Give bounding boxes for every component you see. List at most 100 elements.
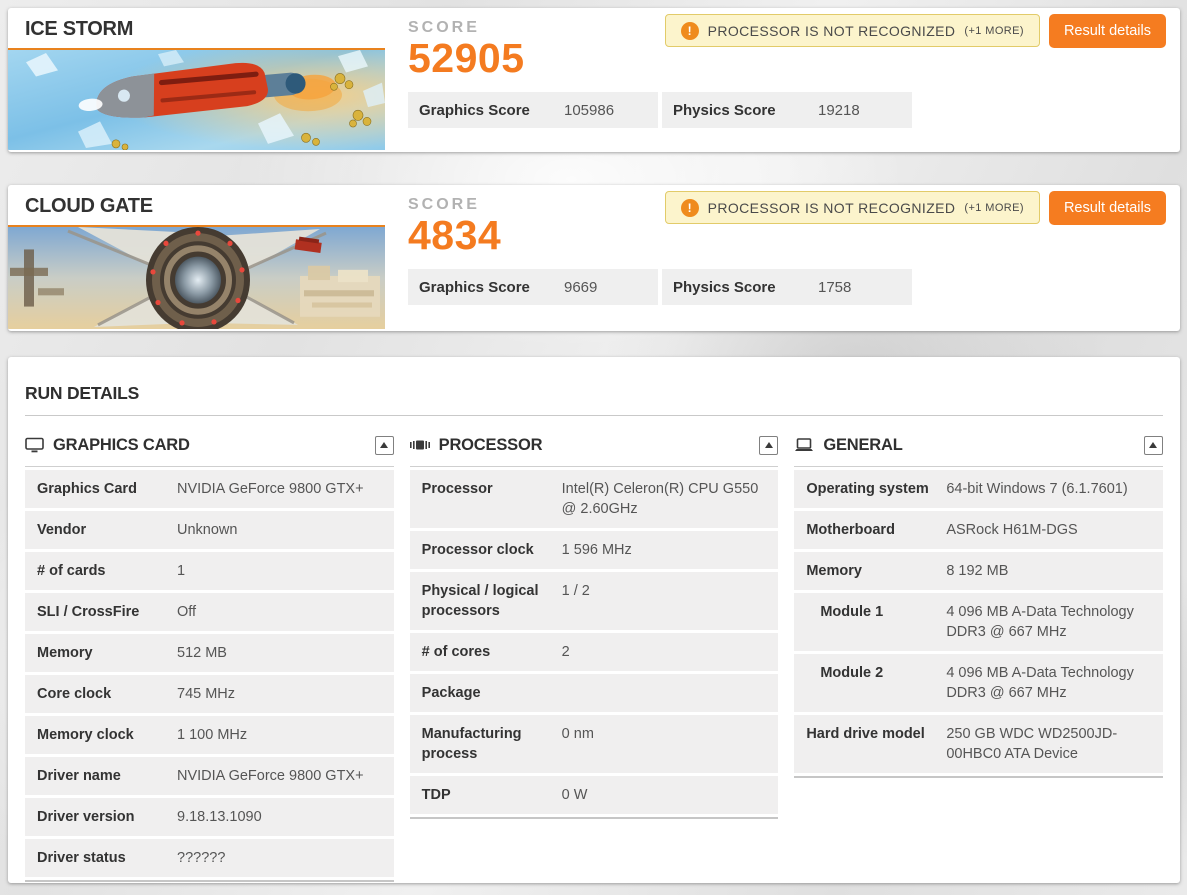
detail-label: Memory — [806, 563, 862, 579]
detail-row: Memory 512 MB — [25, 634, 394, 672]
processor-warning-badge[interactable]: ! PROCESSOR IS NOT RECOGNIZED (+1 MORE) — [664, 191, 1040, 224]
detail-row: Driver version 9.18.13.1090 — [25, 798, 394, 836]
detail-label: Memory — [37, 645, 93, 661]
detail-row: Operating system 64-bit Windows 7 (6.1.76… — [794, 470, 1163, 508]
detail-label: Operating system — [806, 481, 929, 497]
detail-row: Processor Intel(R) Celeron(R) CPU G550 @ … — [409, 470, 779, 528]
detail-label: Manufacturing process — [421, 726, 522, 762]
detail-row: Hard drive model 250 GB WDC WD2500JD-00HB… — [794, 715, 1163, 773]
laptop-icon — [794, 437, 814, 453]
benchmark-score-panel: SCORE 52905 ! PROCESSOR IS NOT RECOGNIZE… — [385, 8, 1180, 152]
warning-text: PROCESSOR IS NOT RECOGNIZED — [707, 22, 956, 39]
detail-label: Core clock — [37, 686, 112, 702]
detail-row: SLI / CrossFire Off — [25, 593, 394, 631]
cpu-icon — [409, 438, 430, 452]
detail-value: 8 192 MB — [946, 563, 1009, 579]
score-label: SCORE — [408, 19, 480, 36]
warning-more-text: (+1 MORE) — [964, 201, 1024, 214]
result-details-button[interactable]: Result details — [1048, 191, 1166, 225]
detail-value: 0 W — [561, 787, 588, 803]
benchmark-hero-image — [8, 50, 385, 152]
detail-label: # of cores — [421, 644, 491, 660]
detail-value: Intel(R) Celeron(R) CPU G550 @ 2.60GHz — [561, 481, 759, 517]
stat-label: Graphics Score — [419, 101, 530, 119]
collapse-section-button[interactable] — [1143, 435, 1163, 455]
stat-label: Physics Score — [673, 101, 776, 119]
physics-score-cell: Physics Score 1758 — [662, 269, 912, 305]
cloud-gate-card: CLOUD GATE — [8, 185, 1180, 331]
section-title: GRAPHICS CARD — [53, 435, 190, 454]
detail-row: Memory 8 192 MB — [794, 552, 1163, 590]
score-stats: Graphics Score 105986 Physics Score 1921… — [408, 92, 912, 128]
detail-label: Memory clock — [37, 727, 134, 743]
detail-value: ?????? — [177, 850, 226, 866]
detail-value: ASRock H61M-DGS — [946, 522, 1078, 538]
detail-row: Driver status?????? — [25, 839, 394, 877]
detail-value: NVIDIA GeForce 9800 GTX+ — [177, 768, 364, 784]
collapse-section-button[interactable] — [374, 435, 394, 455]
detail-label: Module 2 — [820, 665, 884, 681]
detail-row: Vendor Unknown — [25, 511, 394, 549]
section-table: Processor Intel(R) Celeron(R) CPU G550 @ … — [409, 466, 779, 819]
detail-value: 745 MHz — [177, 686, 236, 702]
graphics-score-cell: Graphics Score 105986 — [408, 92, 658, 128]
detail-row: Manufacturing process 0 nm — [409, 715, 779, 773]
detail-value: 1 / 2 — [561, 583, 590, 599]
section-table: Operating system 64-bit Windows 7 (6.1.76… — [794, 466, 1163, 778]
detail-row: Module 1 4 096 MB A-Data Technology DDR3 … — [794, 593, 1163, 651]
chevron-up-icon — [764, 442, 773, 448]
stat-value: 105986 — [564, 101, 615, 119]
score-value: 4834 — [408, 212, 502, 258]
detail-label: Driver name — [37, 768, 121, 784]
score-label: SCORE — [408, 196, 480, 213]
detail-row: # of cores 2 — [409, 633, 779, 671]
benchmark-actions: ! PROCESSOR IS NOT RECOGNIZED (+1 MORE) … — [664, 191, 1166, 225]
detail-label: Module 1 — [820, 604, 884, 620]
run-details-sections: GRAPHICS CARD Graphics Card NVIDIA GeForc… — [25, 424, 1163, 882]
chevron-up-icon — [1149, 442, 1158, 448]
cloud-gate-artwork — [8, 227, 385, 329]
run-details-card: RUN DETAILS GRAPHICS CARD Graphics Card N… — [8, 357, 1180, 883]
detail-row: Core clock 745 MHz — [25, 675, 394, 713]
score-stats: Graphics Score 9669 Physics Score 1758 — [408, 269, 912, 305]
processor-warning-badge[interactable]: ! PROCESSOR IS NOT RECOGNIZED (+1 MORE) — [664, 14, 1040, 47]
detail-label: TDP — [421, 787, 451, 803]
monitor-icon — [25, 437, 44, 453]
detail-label: Processor clock — [421, 542, 534, 558]
run-details-title: RUN DETAILS — [25, 383, 140, 403]
detail-row: TDP 0 W — [409, 776, 779, 814]
detail-row: Physical / logical processors 1 / 2 — [409, 572, 779, 630]
detail-row: Driver name NVIDIA GeForce 9800 GTX+ — [25, 757, 394, 795]
stat-value: 9669 — [564, 278, 598, 296]
detail-row: Module 2 4 096 MB A-Data Technology DDR3 … — [794, 654, 1163, 712]
warning-text: PROCESSOR IS NOT RECOGNIZED — [707, 199, 956, 216]
section-table: Graphics Card NVIDIA GeForce 9800 GTX+ Ven… — [25, 466, 394, 882]
detail-row: # of cards 1 — [25, 552, 394, 590]
detail-value: 2 — [561, 644, 570, 660]
physics-score-cell: Physics Score 19218 — [662, 92, 912, 128]
run-details-section: PROCESSOR Processor Intel(R) Celeron(R) C… — [409, 424, 779, 882]
detail-label: Physical / logical processors — [421, 583, 539, 619]
detail-value: 64-bit Windows 7 (6.1.7601) — [946, 481, 1128, 497]
run-details-section: GENERAL Operating system 64-bit Windows 7… — [794, 424, 1163, 882]
detail-label: Package — [421, 685, 481, 701]
section-title: GENERAL — [823, 435, 903, 454]
benchmark-left-panel: CLOUD GATE — [8, 185, 385, 331]
result-details-button[interactable]: Result details — [1048, 14, 1166, 48]
detail-row: Memory clock 1 100 MHz — [25, 716, 394, 754]
detail-label: Motherboard — [806, 522, 895, 538]
section-title: PROCESSOR — [438, 435, 543, 454]
ice-storm-card: ICE STORM — [8, 8, 1180, 152]
benchmark-hero-image — [8, 227, 385, 331]
warning-more-text: (+1 MORE) — [964, 24, 1024, 37]
collapse-section-button[interactable] — [759, 435, 779, 455]
detail-value: 1 100 MHz — [177, 727, 248, 743]
section-header: GRAPHICS CARD — [25, 424, 394, 466]
ice-storm-artwork — [8, 50, 385, 150]
benchmark-score-panel: SCORE 4834 ! PROCESSOR IS NOT RECOGNIZED… — [385, 185, 1180, 331]
detail-row: Motherboard ASRock H61M-DGS — [794, 511, 1163, 549]
detail-value: Unknown — [177, 522, 238, 538]
divider — [25, 415, 1163, 416]
stat-value: 1758 — [818, 278, 852, 296]
run-details-section: GRAPHICS CARD Graphics Card NVIDIA GeForc… — [25, 424, 394, 882]
